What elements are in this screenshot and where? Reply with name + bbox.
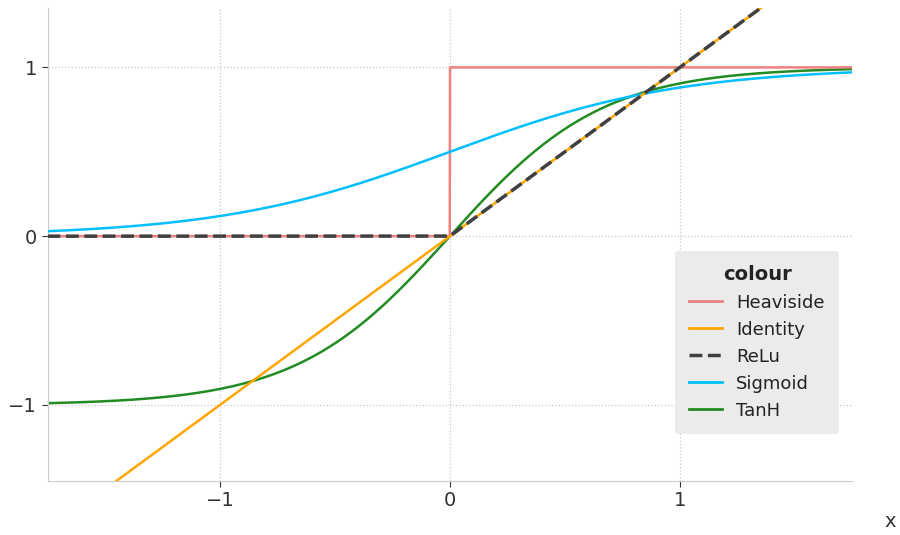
Text: x: x	[885, 511, 896, 531]
Legend: Heaviside, Identity, ReLu, Sigmoid, TanH: Heaviside, Identity, ReLu, Sigmoid, TanH	[675, 251, 839, 434]
